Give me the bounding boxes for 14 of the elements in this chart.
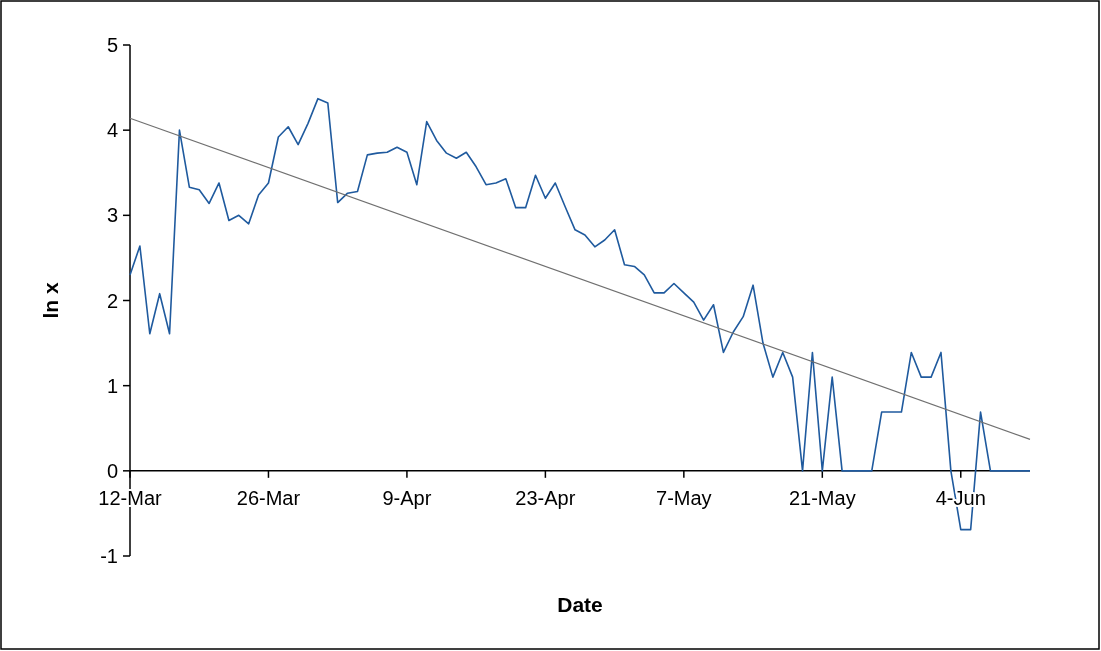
x-tick-label: 23-Apr [515, 486, 576, 509]
y-tick-label: 1 [106, 374, 118, 397]
y-tick-label: 4 [106, 119, 118, 142]
y-tick-label: 3 [106, 204, 118, 227]
y-tick-label: 5 [106, 34, 118, 56]
x-tick-label: 26-Mar [236, 486, 301, 509]
y-tick-label: -1 [100, 545, 118, 567]
x-axis-title: Date [557, 593, 603, 616]
y-tick-label: 2 [106, 289, 118, 312]
x-tick-label: 21-May [788, 486, 856, 509]
x-tick-label: 9-Apr [382, 486, 432, 509]
x-tick-label: 7-May [656, 486, 712, 509]
y-tick-label: 0 [106, 459, 118, 482]
y-axis-title: ln x [39, 282, 62, 319]
